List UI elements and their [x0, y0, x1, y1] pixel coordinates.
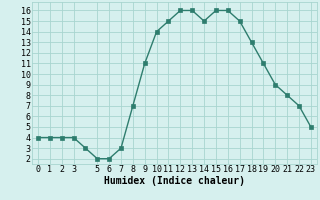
X-axis label: Humidex (Indice chaleur): Humidex (Indice chaleur) — [104, 176, 245, 186]
